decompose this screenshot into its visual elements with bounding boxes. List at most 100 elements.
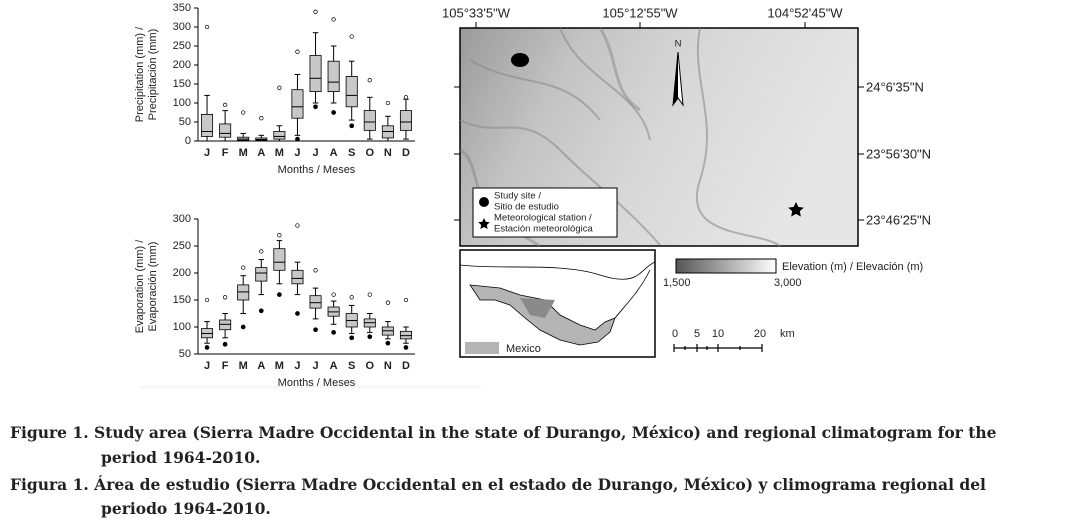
y-tick-label: 350 [173, 2, 191, 14]
outlier [367, 78, 372, 83]
outlier [331, 17, 336, 22]
y-tick-label: 150 [173, 78, 191, 90]
scale-label: 0 [672, 328, 678, 340]
outlier [313, 9, 318, 14]
outlier [241, 110, 246, 115]
outlier [385, 340, 391, 346]
y-axis-label: Precipitación (mm) [147, 29, 159, 121]
outlier [277, 292, 282, 297]
outlier [385, 100, 391, 106]
y-tick-label: 200 [173, 267, 191, 279]
x-tick-label: S [348, 360, 355, 372]
box [399, 330, 412, 340]
x-tick-label: J [294, 147, 300, 159]
y-tick-label: 150 [173, 294, 191, 306]
terrain-relief [459, 27, 781, 247]
x-tick-label: M [239, 147, 248, 159]
x-tick-label: A [257, 360, 265, 372]
box [273, 248, 286, 271]
y-tick-label: 250 [173, 240, 191, 252]
outlier [331, 292, 336, 297]
latitude-label: 24°6'35"N [866, 79, 924, 94]
outlier [258, 308, 264, 314]
elevation-title: Elevation (m) / Elevación (m) [782, 261, 923, 273]
elevation-max: 3,000 [774, 277, 802, 289]
caption: period 1964-2010. [101, 448, 260, 467]
x-tick-label: M [275, 147, 284, 159]
legend-label: Meteorological station / [494, 213, 592, 224]
box [291, 89, 304, 119]
outlier [295, 311, 300, 316]
scale-label: 20 [754, 328, 766, 340]
box [201, 114, 214, 137]
x-tick-label: A [330, 147, 338, 159]
y-tick-label: 100 [173, 97, 191, 109]
inset-legend-label: Mexico [506, 343, 541, 355]
map-legend [472, 187, 618, 238]
scale-label: 10 [712, 328, 724, 340]
outlier [367, 292, 372, 297]
x-tick-label: D [402, 360, 410, 372]
outlier [349, 34, 354, 39]
x-tick-label: O [366, 147, 375, 159]
x-tick-label: J [312, 360, 318, 372]
box [327, 60, 340, 93]
outlier [204, 345, 210, 350]
caption: Figure 1. Study area (Sierra Madre Occid… [10, 423, 997, 442]
outlier [349, 335, 355, 341]
outlier [295, 136, 300, 142]
x-tick-label: J [204, 360, 210, 372]
x-tick-label: S [348, 147, 355, 159]
box [399, 110, 412, 131]
caption: Figura 1. Área de estudio (Sierra Madre … [10, 475, 986, 494]
outlier [313, 327, 318, 333]
elevation-bar [675, 258, 777, 274]
inset-map: Mexico [459, 249, 656, 358]
x-tick-label: N [384, 147, 392, 159]
study-site [511, 53, 529, 67]
box [273, 131, 286, 140]
y-tick-label: 100 [173, 321, 191, 333]
outlier [277, 233, 282, 238]
x-tick-label: D [402, 147, 410, 159]
outlier [277, 85, 282, 90]
outlier [241, 265, 246, 270]
x-axis-label: Months / Meses [278, 164, 356, 176]
box [255, 267, 268, 282]
scale-label: 5 [694, 328, 700, 340]
outlier [240, 324, 246, 330]
caption: periodo 1964-2010. [101, 499, 271, 518]
latitude-label: 23°56'30"N [866, 146, 931, 161]
y-axis-label: Evaporación (mm) [147, 242, 159, 332]
box [219, 319, 232, 331]
box [237, 284, 250, 301]
north-arrow: N [672, 39, 684, 107]
outlier [222, 341, 228, 347]
x-tick-label: J [294, 360, 300, 372]
y-axis-label: Precipitation (mm) / [134, 26, 146, 122]
legend-symbol [478, 218, 490, 229]
y-tick-label: 50 [179, 348, 191, 360]
outlier [331, 110, 336, 115]
x-tick-label: N [384, 360, 392, 372]
longitude-label: 105°12'55"W [602, 5, 678, 20]
outlier [367, 334, 373, 340]
legend-symbol [479, 197, 489, 207]
outlier [259, 116, 264, 121]
box [345, 76, 358, 108]
outlier [349, 123, 355, 129]
box [219, 123, 232, 138]
latitude-label: 23°46'25"N [866, 212, 931, 227]
outlier [204, 297, 210, 303]
station-star [788, 202, 804, 217]
legend-label: Sitio de estudio [494, 202, 559, 213]
longitude-label: 105°33'5"W [442, 5, 511, 20]
x-tick-label: A [330, 360, 338, 372]
x-tick-label: J [312, 147, 318, 159]
outlier [295, 223, 300, 228]
x-tick-label: M [239, 360, 248, 372]
north-label: N [675, 39, 682, 50]
outlier [259, 249, 264, 254]
y-tick-label: 300 [173, 213, 191, 225]
